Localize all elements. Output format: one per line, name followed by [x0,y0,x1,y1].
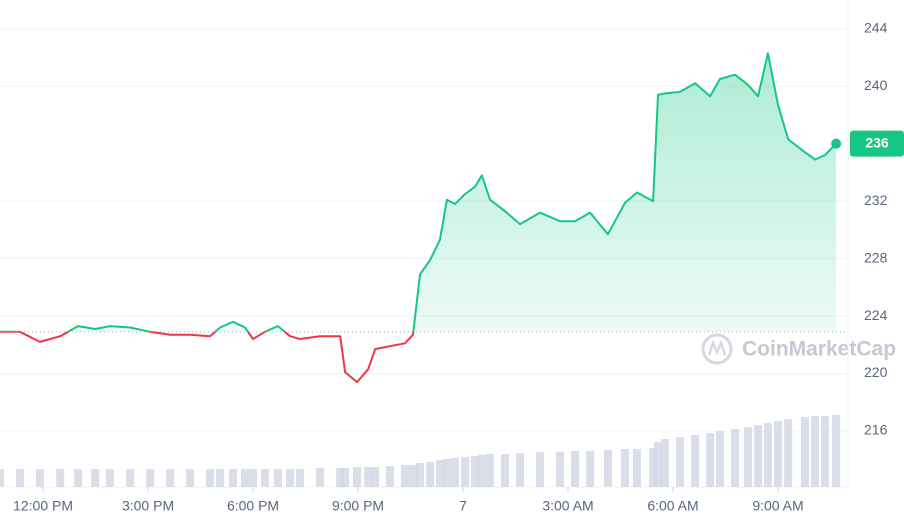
volume-bar [763,423,772,487]
x-tick-label: 6:00 AM [647,498,698,514]
volume-bar [470,456,479,487]
x-tick-label: 9:00 PM [332,498,384,514]
last-point [831,138,842,149]
volume-bar [555,452,564,487]
y-tick-label: 232 [864,192,888,208]
volume-bar [450,458,459,487]
volume-bar [341,468,350,487]
volume-bar [205,469,214,487]
volume-bar [336,468,345,487]
volume-bar [166,469,175,487]
volume-bar [820,416,829,487]
volume-bar [186,469,195,487]
volume-bar [352,467,361,487]
x-tick-label: 7 [459,498,467,514]
volume-bar [146,469,155,487]
x-tick-label: 9:00 AM [752,498,803,514]
x-tick-label: 3:00 AM [542,498,593,514]
price-tag [850,130,904,157]
volume-bar [715,431,724,487]
x-tick-label: 6:00 PM [227,498,279,514]
volume-bar [660,439,669,487]
volume-bar [315,468,324,487]
volume-bar [461,457,470,487]
volume-bar [229,469,238,487]
y-tick-label: 224 [864,307,888,323]
volume-bar [501,454,510,487]
x-tick-label: 12:00 PM [13,498,73,514]
price-tag-label: 236 [865,134,889,150]
volume-bar [811,416,820,487]
volume-bar [653,442,662,487]
volume-bar [832,415,841,487]
y-tick-label: 216 [864,422,888,438]
volume-bar [91,469,100,487]
volume-bar [286,469,295,487]
volume-bar [74,469,83,487]
volume-bar [485,454,494,487]
y-tick-label: 240 [864,77,888,93]
volume-bar [35,469,44,487]
volume-bar [249,469,258,487]
x-tick-label: 3:00 PM [122,498,174,514]
price-line [0,52,837,384]
volume-bar [56,469,65,487]
volume-bar [15,469,24,487]
volume-bar [371,467,380,487]
volume-bar [295,469,304,487]
volume-bar [400,465,409,487]
y-tick-label: 244 [864,19,888,35]
volume-bar [586,451,595,487]
volume-bar [516,453,525,487]
volume-bar [442,459,451,487]
volume-bar [774,421,783,487]
volume-bar [477,455,486,487]
volume-bar [536,452,545,487]
volume-bar [260,469,269,487]
volume-bar [273,469,282,487]
volume-bar [676,437,685,487]
volume-bar [126,469,135,487]
volume-bar [706,433,715,487]
volume-bar [240,469,249,487]
volume-bar [691,435,700,487]
volume-bar [621,449,630,487]
volume-bar [603,450,612,487]
volume-bar [408,465,417,487]
volume-bar [415,463,424,487]
price-area [0,53,837,332]
y-tick-label: 228 [864,249,888,265]
volume-bar [754,425,763,487]
volume-bar [743,427,752,487]
volume-bar [632,449,641,487]
volume-bar [730,429,739,487]
volume-bar [649,448,658,487]
volume-bar [426,462,435,487]
watermark: CoinMarketCap [742,338,896,361]
volume-bar [800,417,809,487]
volume-bar [216,469,225,487]
volume-bar [435,460,444,487]
volume-bar [364,467,373,487]
volume-bar [105,469,114,487]
volume-bar [571,451,580,487]
watermark-logo [701,333,733,365]
y-tick-label: 220 [864,364,888,380]
volume-bar [0,469,4,487]
volume-bar [784,419,793,487]
volume-bar [385,466,394,487]
